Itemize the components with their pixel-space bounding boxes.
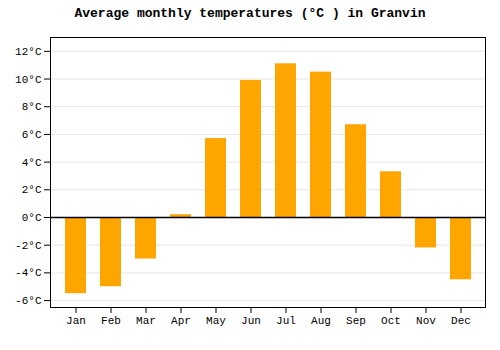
svg-text:-6°C: -6°C [15,295,42,307]
svg-text:May: May [206,315,226,327]
svg-text:4°C: 4°C [22,157,42,169]
svg-text:Nov: Nov [416,315,436,327]
svg-text:Jul: Jul [276,315,296,327]
svg-text:2°C: 2°C [22,184,42,196]
svg-text:12°C: 12°C [15,46,42,58]
svg-text:Jun: Jun [241,315,261,327]
svg-text:8°C: 8°C [22,101,42,113]
svg-text:Dec: Dec [451,315,471,327]
svg-text:Jan: Jan [66,315,86,327]
svg-text:Feb: Feb [101,315,121,327]
svg-text:0°C: 0°C [22,212,42,224]
svg-text:Mar: Mar [136,315,156,327]
svg-text:-4°C: -4°C [15,267,42,279]
html-text:Average monthly temperatures (: Average monthly temperatures (°C ) in Gr… [74,6,426,21]
svg-text:10°C: 10°C [15,74,42,86]
svg-text:Oct: Oct [381,315,401,327]
svg-text:Aug: Aug [311,315,331,327]
svg-text:Apr: Apr [171,315,191,327]
svg-text:-2°C: -2°C [15,240,42,252]
svg-text:6°C: 6°C [22,129,42,141]
svg-text:Sep: Sep [346,315,366,327]
